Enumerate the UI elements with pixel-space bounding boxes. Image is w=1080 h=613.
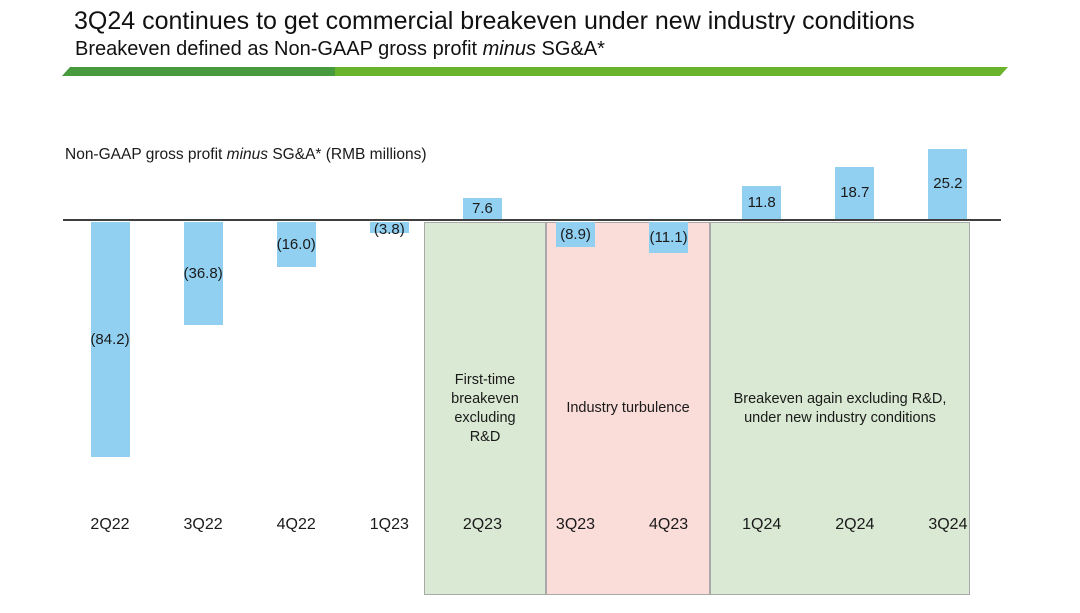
- bar-4q23: [649, 222, 689, 253]
- bar-value-label-2q22: (84.2): [90, 331, 130, 348]
- bar-2q24: [835, 167, 875, 219]
- subtitle-suffix: SG&A*: [536, 38, 605, 60]
- bar-value-label-4q22: (16.0): [276, 236, 316, 253]
- x-axis-label-2q22: 2Q22: [90, 516, 130, 533]
- accent-divider: [62, 67, 1008, 76]
- x-axis-label-1q23: 1Q23: [369, 516, 409, 533]
- bar-value-label-2q24: 18.7: [840, 184, 870, 201]
- accent-divider-dark-segment: [62, 67, 335, 76]
- annotation-zone-1q24-3q24: Breakeven again excluding R&D, under new …: [710, 222, 970, 595]
- bar-value-label-4q23: (11.1): [649, 229, 688, 246]
- x-axis-label-2q23: 2Q23: [462, 516, 502, 533]
- annotation-zone-3q23-4q23: Industry turbulence: [546, 222, 710, 595]
- bar-1q23: [369, 222, 409, 233]
- bar-value-label-1q23: (3.8): [373, 221, 405, 238]
- x-axis-label-3q22: 3Q22: [183, 516, 223, 533]
- chart-axis-title: Non-GAAP gross profit minus SG&A* (RMB m…: [65, 146, 427, 164]
- bar-3q24: [928, 149, 968, 219]
- axis-title-italic-word: minus: [226, 146, 269, 163]
- bar-value-label-1q24: 11.8: [747, 194, 776, 211]
- slide-subtitle: Breakeven defined as Non-GAAP gross prof…: [75, 37, 605, 61]
- bar-4q22: [276, 222, 316, 267]
- bar-1q24: [742, 186, 782, 219]
- x-axis-label-1q24: 1Q24: [742, 516, 782, 533]
- bar-value-label-3q23: (8.9): [560, 226, 591, 243]
- bar-value-label-3q24: 25.2: [933, 175, 963, 192]
- annotation-zone-text: Industry turbulence: [566, 400, 690, 416]
- subtitle-italic-word: minus: [482, 38, 536, 60]
- bar-value-label-2q23: 7.6: [471, 200, 493, 217]
- x-axis-label-4q22: 4Q22: [276, 516, 316, 533]
- subtitle-text: Breakeven defined as Non-GAAP gross prof…: [75, 38, 483, 60]
- axis-title-text: Non-GAAP gross profit: [65, 146, 227, 163]
- bar-value-label-3q22: (36.8): [183, 265, 223, 282]
- annotation-zone-2q23-2q23: First-time breakeven excluding R&D: [424, 222, 546, 595]
- x-axis-label-4q23: 4Q23: [649, 516, 689, 533]
- x-axis-label-3q23: 3Q23: [555, 516, 596, 533]
- bar-2q22: [90, 222, 130, 457]
- x-axis-line: [63, 219, 1001, 221]
- annotation-zone-text: Breakeven again excluding R&D, under new …: [733, 390, 947, 426]
- x-axis-label-2q24: 2Q24: [835, 516, 875, 533]
- accent-divider-light-segment: [335, 67, 1008, 76]
- axis-title-suffix: SG&A* (RMB millions): [268, 146, 427, 163]
- slide-title: 3Q24 continues to get commercial breakev…: [74, 7, 915, 35]
- x-axis-label-3q24: 3Q24: [928, 516, 968, 533]
- bar-3q22: [183, 222, 223, 325]
- annotation-zone-text: First-time breakeven excluding R&D: [451, 371, 519, 445]
- bar-3q23: [556, 222, 595, 247]
- bar-2q23: [462, 198, 502, 219]
